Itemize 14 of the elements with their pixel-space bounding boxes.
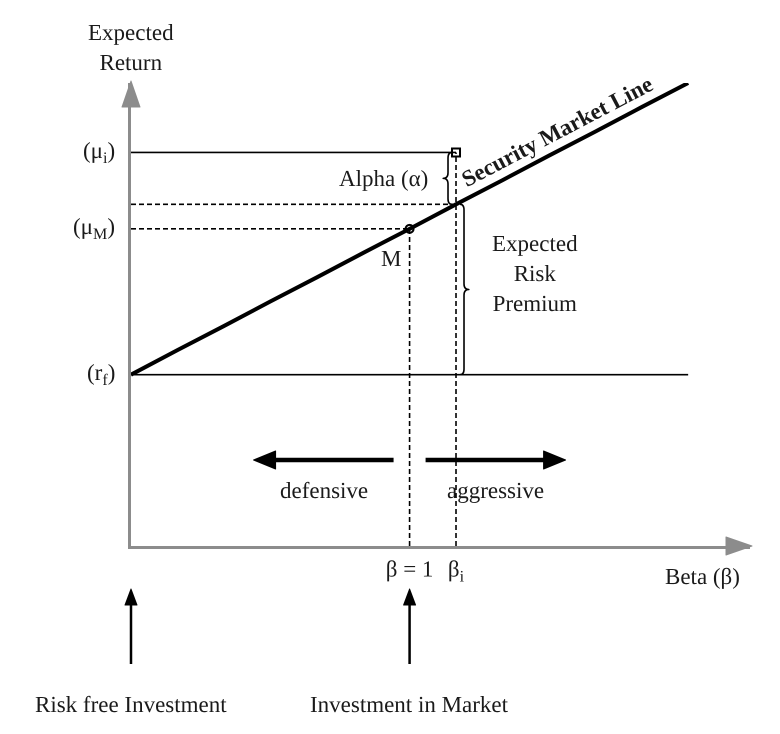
text: Risk free Investment: [35, 692, 228, 717]
x-tick-label: β = 1: [386, 556, 434, 582]
text: (r$_{f}$): [87, 360, 116, 389]
text: (μ$_{i}$): [83, 138, 116, 167]
annotation: Alpha (α): [339, 166, 428, 191]
x-axis-title: Beta (β): [665, 564, 740, 589]
y-axis-title: Expected Return: [88, 20, 174, 75]
annotation: aggressive: [447, 478, 544, 503]
text: Investment in Market: [310, 692, 509, 717]
x-tick-label: β$_{i}$: [448, 556, 465, 586]
series-label: M: [381, 246, 402, 271]
text: (μ$_{M}$): [73, 214, 115, 243]
annotation: defensive: [280, 478, 368, 503]
annotation: Expected Risk Premium: [492, 231, 578, 316]
